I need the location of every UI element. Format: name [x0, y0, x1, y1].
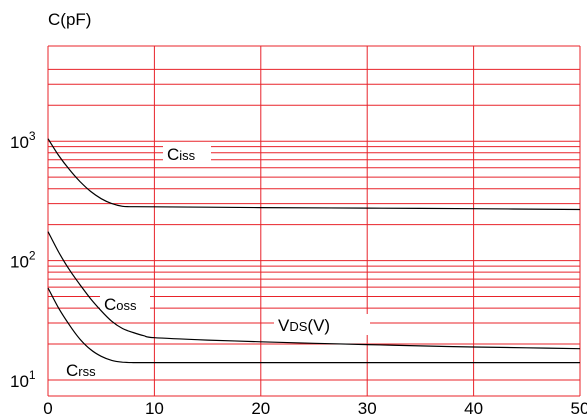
annotation-suffix: (V) [307, 316, 330, 335]
x-tick-label: 20 [251, 399, 270, 417]
y-tick-base: 10 [10, 133, 29, 152]
coss-annotation: Coss [104, 295, 137, 314]
annotation-main: C [66, 361, 78, 380]
label-background [100, 292, 150, 314]
annotation-subscript: oss [116, 298, 137, 313]
annotation-subscript: iss [179, 148, 195, 163]
y-tick-base: 10 [10, 372, 29, 391]
capacitance-curves [47, 138, 581, 364]
x-tick-label: 10 [145, 399, 164, 417]
x-tick-label: 50 [571, 399, 587, 417]
vds-annotation: VDS(V) [278, 316, 330, 335]
y-tick-exponent: 1 [29, 368, 36, 382]
x-tick-label: 30 [358, 399, 377, 417]
y-tick-base: 10 [10, 253, 29, 272]
annotation-subscript: DS [289, 319, 307, 334]
x-tick-label: 40 [464, 399, 483, 417]
y-tick-label: 102 [10, 249, 36, 272]
y-tick-exponent: 3 [29, 129, 36, 143]
label-background [163, 143, 211, 163]
ciss-curve [47, 138, 581, 211]
label-background [62, 359, 108, 379]
x-tick-label: 0 [43, 399, 52, 417]
grid-lines [47, 45, 581, 397]
y-axis-label: C(pF) [48, 10, 91, 29]
crss-annotation: Crss [66, 361, 96, 380]
annotation-main: C [104, 295, 116, 314]
ciss-annotation: Ciss [167, 145, 196, 164]
annotation-main: C [167, 145, 179, 164]
annotation-main: V [278, 316, 290, 335]
coss-curve [47, 231, 581, 350]
y-tick-label: 101 [10, 368, 36, 391]
y-tick-exponent: 2 [29, 249, 36, 263]
annotation-subscript: rss [78, 364, 96, 379]
label-background [274, 314, 370, 335]
y-tick-label: 103 [10, 129, 36, 152]
crss-curve [47, 287, 580, 364]
